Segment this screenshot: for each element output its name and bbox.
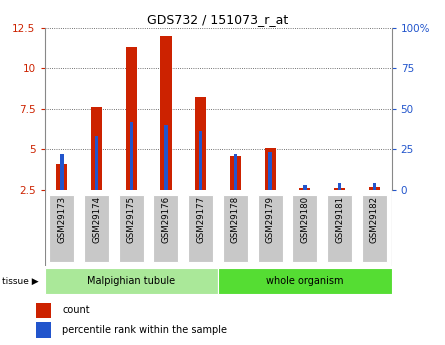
Text: Malpighian tubule: Malpighian tubule bbox=[87, 276, 175, 286]
Bar bbox=[129, 122, 133, 190]
Text: percentile rank within the sample: percentile rank within the sample bbox=[62, 325, 227, 335]
Bar bbox=[334, 188, 345, 190]
Text: GSM29176: GSM29176 bbox=[162, 196, 170, 243]
Bar bbox=[303, 185, 307, 190]
FancyBboxPatch shape bbox=[119, 195, 144, 262]
Text: whole organism: whole organism bbox=[266, 276, 344, 286]
Bar bbox=[268, 152, 272, 190]
Bar bbox=[195, 97, 206, 190]
Text: GSM29174: GSM29174 bbox=[92, 196, 101, 243]
Bar bbox=[234, 154, 237, 190]
Title: GDS732 / 151073_r_at: GDS732 / 151073_r_at bbox=[147, 13, 289, 27]
FancyBboxPatch shape bbox=[49, 195, 74, 262]
Bar bbox=[126, 47, 137, 190]
Bar bbox=[199, 131, 202, 190]
Bar bbox=[299, 188, 310, 190]
Bar bbox=[36, 303, 51, 318]
Bar bbox=[91, 107, 102, 190]
FancyBboxPatch shape bbox=[84, 195, 109, 262]
Bar bbox=[369, 187, 380, 190]
Text: GSM29177: GSM29177 bbox=[196, 196, 205, 243]
FancyBboxPatch shape bbox=[258, 195, 283, 262]
FancyBboxPatch shape bbox=[327, 195, 352, 262]
Text: GSM29180: GSM29180 bbox=[300, 196, 309, 243]
Text: GSM29179: GSM29179 bbox=[266, 196, 275, 243]
Bar bbox=[372, 183, 376, 190]
Text: GSM29178: GSM29178 bbox=[231, 196, 240, 243]
FancyBboxPatch shape bbox=[218, 268, 392, 294]
FancyBboxPatch shape bbox=[44, 268, 218, 294]
Text: tissue ▶: tissue ▶ bbox=[2, 277, 39, 286]
Bar bbox=[164, 125, 168, 190]
Bar bbox=[36, 322, 51, 338]
FancyBboxPatch shape bbox=[292, 195, 317, 262]
Bar bbox=[265, 148, 275, 190]
FancyBboxPatch shape bbox=[188, 195, 213, 262]
Text: GSM29181: GSM29181 bbox=[335, 196, 344, 243]
FancyBboxPatch shape bbox=[154, 195, 178, 262]
Text: GSM29173: GSM29173 bbox=[57, 196, 66, 243]
Text: GSM29175: GSM29175 bbox=[127, 196, 136, 243]
Text: count: count bbox=[62, 305, 90, 315]
Text: GSM29182: GSM29182 bbox=[370, 196, 379, 243]
Bar bbox=[60, 154, 64, 190]
Bar bbox=[57, 164, 67, 190]
Bar bbox=[230, 156, 241, 190]
Bar bbox=[95, 136, 98, 190]
FancyBboxPatch shape bbox=[362, 195, 387, 262]
Bar bbox=[338, 183, 341, 190]
Bar bbox=[161, 36, 171, 190]
FancyBboxPatch shape bbox=[223, 195, 248, 262]
